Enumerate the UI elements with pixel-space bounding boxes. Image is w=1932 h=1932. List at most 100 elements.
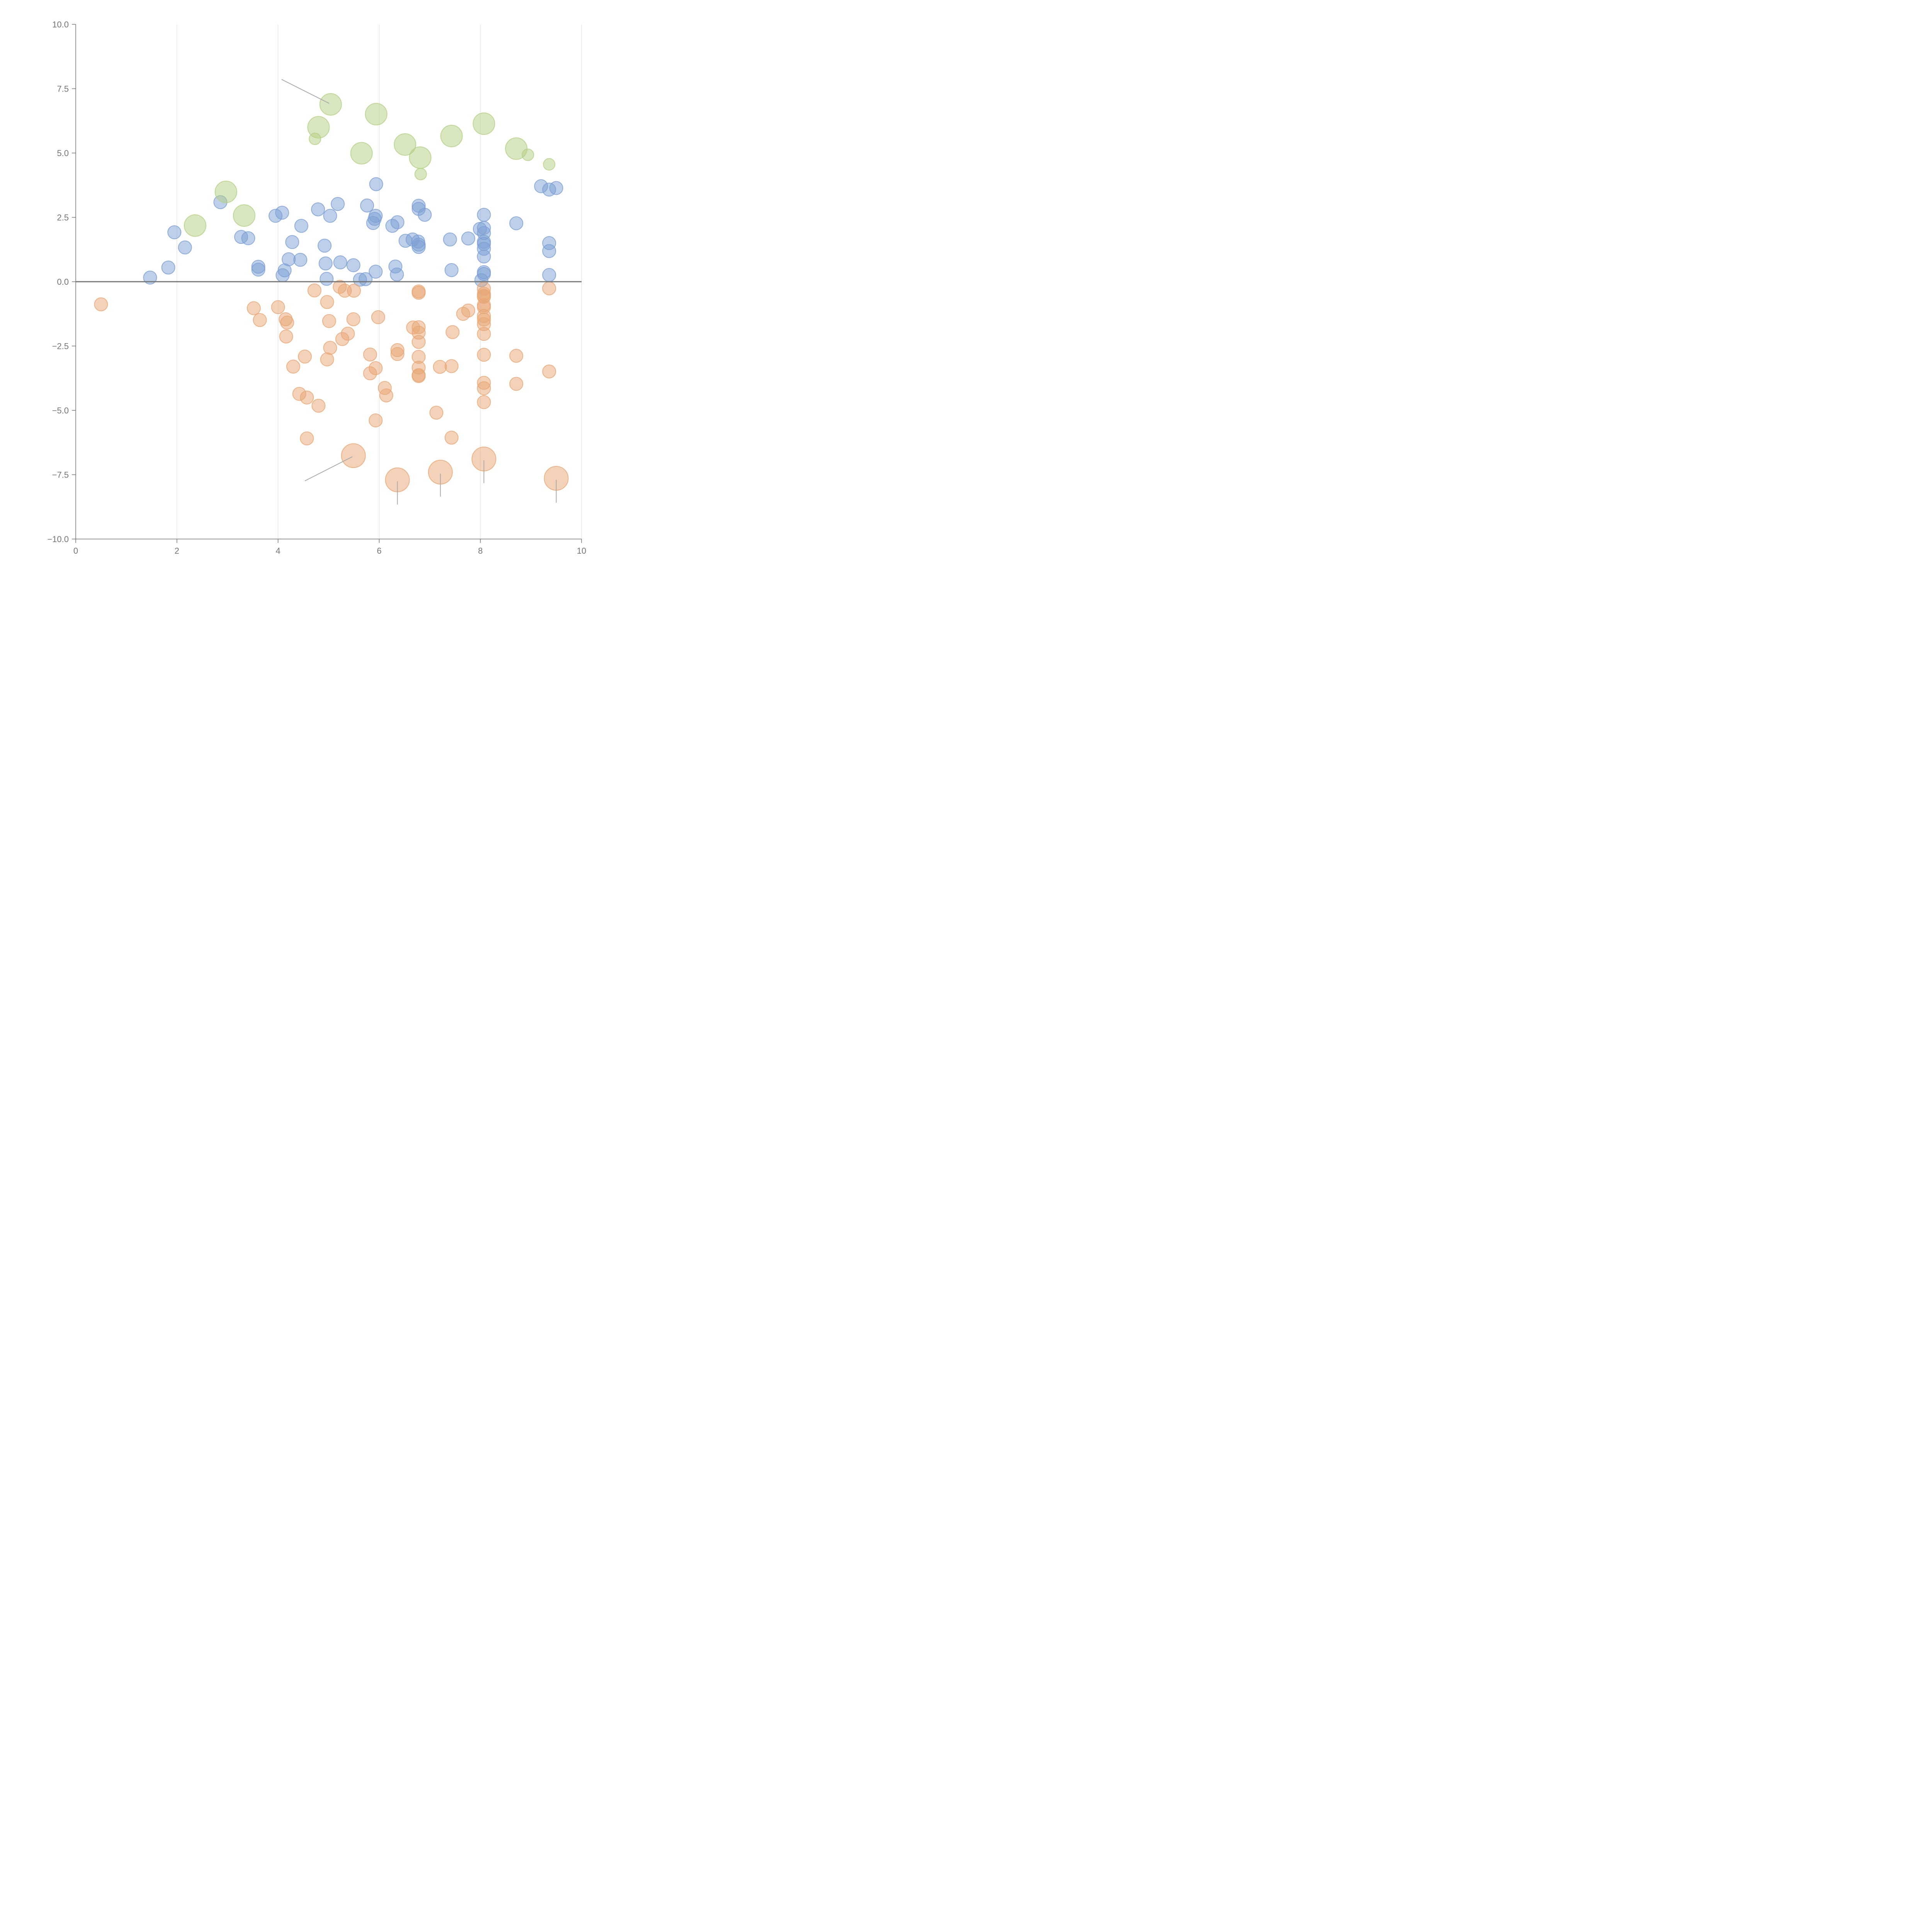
y-tick-label: 2.5	[57, 213, 69, 223]
data-point-negative	[477, 348, 491, 362]
data-point-negative	[369, 413, 383, 427]
data-point-positive	[360, 198, 374, 213]
annotation-lines	[281, 79, 557, 505]
data-point-positive	[542, 244, 556, 258]
data-point-positive	[161, 260, 175, 275]
scatter-chart: 0 2 4 6 8 10 10.0 7.5 5.0 2.5 0.0 −2.5 −5.0 −7.5 −10.…	[47, 20, 586, 556]
data-point-negative	[444, 359, 459, 373]
data-point-positive	[320, 272, 334, 286]
y-tick-label: −5.0	[52, 406, 69, 415]
data-point-negative	[379, 388, 393, 403]
data-point-highlight-positive	[233, 204, 255, 227]
data-point-highlight-positive	[473, 112, 495, 135]
data-point-positive	[294, 219, 308, 233]
data-point-positive	[318, 256, 333, 270]
data-point-positive	[311, 202, 325, 216]
data-point-negative	[477, 395, 491, 409]
data-point-negative	[300, 431, 314, 446]
data-point-negative	[280, 315, 294, 330]
x-tick-label: 8	[478, 546, 483, 556]
data-point-positive	[293, 253, 308, 267]
data-point-negative	[323, 341, 337, 355]
data-point-positive	[318, 238, 332, 253]
data-point-negative	[279, 329, 293, 344]
data-point-positive	[542, 268, 556, 282]
data-point-highlight-positive	[319, 93, 342, 116]
x-tick-label: 10	[577, 546, 586, 556]
x-tick-label: 6	[377, 546, 381, 556]
y-tick-label: −2.5	[52, 342, 69, 351]
data-point-highlight-positive	[350, 142, 373, 165]
data-point-positive	[359, 272, 373, 286]
y-tick-label: 0.0	[57, 277, 69, 287]
y-tick-label: −10.0	[47, 534, 69, 544]
x-tick-label: 0	[73, 546, 78, 556]
data-point-positive	[251, 262, 265, 277]
data-point-negative	[412, 369, 426, 383]
data-points	[94, 93, 569, 492]
data-point-negative	[390, 347, 405, 361]
data-point-highlight-positive	[522, 148, 534, 161]
data-point-positive	[477, 267, 491, 281]
data-point-positive	[390, 215, 405, 230]
data-point-negative	[322, 314, 336, 328]
data-point-highlight-positive	[409, 146, 432, 169]
data-point-negative	[429, 405, 444, 420]
data-point-negative	[542, 364, 556, 379]
data-point-negative	[369, 361, 383, 375]
data-point-positive	[331, 197, 345, 211]
data-point-negative	[412, 286, 426, 300]
data-point-positive	[477, 207, 491, 222]
data-point-negative	[247, 301, 261, 315]
data-point-positive	[390, 267, 404, 282]
data-point-negative	[509, 349, 524, 363]
data-point-negative	[320, 295, 334, 309]
data-point-negative	[542, 281, 556, 296]
data-point-highlight-positive	[440, 125, 463, 148]
data-point-negative	[298, 349, 312, 364]
data-point-negative	[253, 313, 267, 327]
data-point-negative	[477, 327, 491, 341]
data-point-negative	[286, 359, 300, 374]
data-point-negative	[311, 399, 326, 413]
y-ticks: 10.0 7.5 5.0 2.5 0.0 −2.5 −5.0 −7.5 −10.0	[47, 20, 76, 544]
data-point-positive	[346, 258, 361, 272]
data-point-positive	[333, 255, 347, 270]
data-point-positive	[412, 240, 426, 254]
data-point-positive	[461, 231, 475, 246]
data-point-negative	[300, 390, 314, 405]
data-point-highlight-positive	[505, 137, 528, 160]
data-point-positive	[369, 209, 383, 223]
data-point-negative	[477, 381, 491, 395]
data-point-negative	[433, 360, 447, 374]
data-point-positive	[167, 225, 182, 240]
data-point-negative	[444, 430, 459, 445]
data-point-highlight-positive	[184, 214, 206, 237]
data-point-positive	[275, 206, 289, 220]
data-point-positive	[509, 216, 524, 230]
y-tick-label: 7.5	[57, 84, 69, 94]
data-point-highlight-positive	[214, 180, 237, 203]
data-point-negative	[347, 284, 361, 298]
data-point-negative	[363, 347, 377, 362]
data-point-highlight-positive	[543, 158, 556, 171]
data-point-highlight-positive	[414, 168, 427, 180]
data-point-negative	[509, 377, 524, 391]
data-point-negative	[307, 283, 321, 298]
data-point-highlight-positive	[394, 133, 417, 156]
x-tick-label: 2	[175, 546, 179, 556]
data-point-positive	[178, 240, 192, 255]
data-point-positive	[369, 265, 383, 279]
data-point-negative	[461, 303, 475, 318]
data-point-positive	[444, 263, 459, 277]
data-point-negative	[341, 327, 355, 341]
data-point-positive	[323, 209, 337, 223]
data-point-positive	[477, 249, 491, 264]
data-point-positive	[285, 235, 299, 249]
data-point-negative	[271, 300, 285, 314]
y-tick-label: 5.0	[57, 148, 69, 158]
data-point-highlight-negative	[341, 443, 366, 468]
data-point-negative	[371, 310, 385, 324]
data-point-negative	[94, 297, 108, 311]
data-point-highlight-positive	[365, 103, 388, 126]
